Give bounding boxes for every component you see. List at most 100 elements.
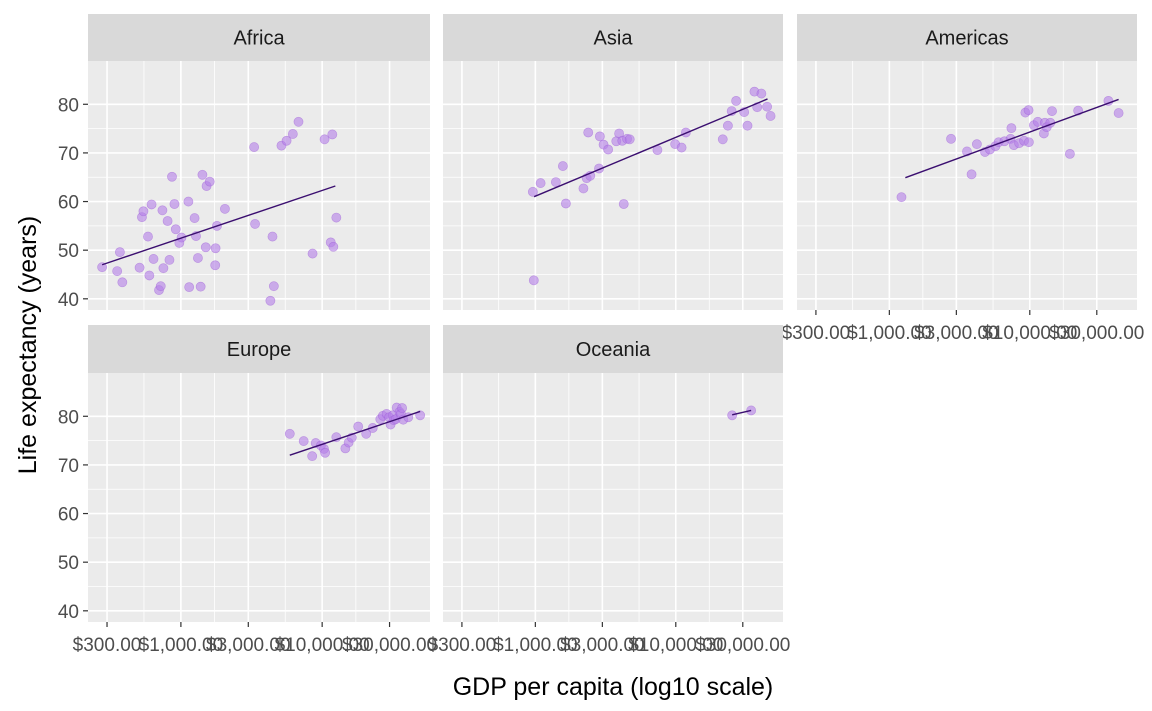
data-point bbox=[731, 95, 742, 106]
data-point bbox=[307, 451, 318, 462]
data-point bbox=[249, 142, 260, 152]
trend-line-oceania bbox=[732, 409, 752, 416]
panel-africa: Africa 40 50 60 70 80 bbox=[58, 14, 430, 311]
data-point bbox=[594, 131, 605, 142]
y-axis-title: Life expectancy (years) bbox=[14, 216, 42, 474]
data-point bbox=[762, 101, 773, 112]
data-point bbox=[1047, 106, 1057, 116]
data-point bbox=[331, 212, 342, 223]
data-point bbox=[624, 134, 635, 145]
y-tick-label: 50 bbox=[58, 553, 79, 574]
y-tick-label: 50 bbox=[58, 241, 79, 262]
data-point bbox=[966, 169, 977, 180]
data-point bbox=[143, 231, 153, 242]
x-tick-label: $1,000.00 bbox=[493, 635, 578, 656]
data-point bbox=[1023, 137, 1034, 148]
data-point bbox=[717, 134, 728, 145]
data-point bbox=[265, 295, 276, 306]
data-point bbox=[97, 262, 108, 273]
strip-label-europe: Europe bbox=[227, 339, 292, 361]
data-point bbox=[328, 241, 339, 252]
data-point bbox=[765, 111, 776, 121]
data-point bbox=[189, 213, 200, 223]
data-point bbox=[250, 219, 260, 229]
data-point bbox=[676, 142, 687, 153]
x-tick-label: $10,000.00 bbox=[275, 635, 370, 656]
data-point bbox=[535, 178, 546, 188]
data-point bbox=[268, 281, 279, 292]
data-point bbox=[200, 242, 211, 253]
data-point bbox=[320, 447, 331, 458]
x-tick-label: $3,000.00 bbox=[560, 635, 645, 656]
data-point bbox=[319, 134, 330, 145]
data-point bbox=[397, 403, 407, 413]
x-axis-title: GDP per capita (log10 scale) bbox=[453, 673, 774, 701]
data-point bbox=[603, 144, 614, 155]
trend-line-asia bbox=[533, 98, 768, 198]
x-tick-label: $30,000.00 bbox=[1049, 323, 1144, 344]
x-tick-label: $30,000.00 bbox=[342, 635, 437, 656]
data-point bbox=[946, 133, 956, 144]
data-point bbox=[146, 199, 157, 210]
y-tick-label: 40 bbox=[58, 290, 79, 311]
data-point bbox=[170, 224, 181, 235]
data-point bbox=[184, 282, 195, 293]
data-point bbox=[117, 277, 128, 288]
data-point bbox=[583, 127, 594, 138]
data-point bbox=[1023, 105, 1034, 116]
data-point bbox=[144, 270, 155, 281]
data-point bbox=[746, 405, 757, 416]
data-point bbox=[267, 231, 278, 242]
strip-americas bbox=[797, 14, 1137, 61]
y-tick-label: 40 bbox=[58, 602, 79, 623]
data-point bbox=[896, 192, 907, 203]
data-point bbox=[1113, 108, 1124, 118]
data-point bbox=[287, 129, 298, 139]
data-point bbox=[138, 206, 149, 217]
y-tick-label: 80 bbox=[58, 407, 79, 428]
data-point bbox=[722, 120, 733, 131]
data-point bbox=[204, 176, 215, 187]
data-point bbox=[195, 281, 206, 292]
data-point bbox=[527, 186, 538, 197]
strip-label-africa: Africa bbox=[233, 28, 285, 50]
data-point bbox=[158, 263, 169, 274]
trend-line-europe bbox=[289, 410, 421, 456]
data-point bbox=[1064, 148, 1075, 159]
data-point bbox=[415, 410, 426, 421]
data-point bbox=[162, 216, 173, 226]
data-point bbox=[220, 203, 230, 214]
data-point bbox=[167, 171, 177, 182]
data-point bbox=[727, 410, 738, 421]
x-tick-label: $300.00 bbox=[428, 635, 497, 656]
panel-background-europe bbox=[88, 373, 430, 622]
y-tick-label: 70 bbox=[58, 144, 79, 165]
strip-africa bbox=[88, 14, 430, 61]
panel-background-americas bbox=[797, 61, 1137, 310]
strip-asia bbox=[443, 14, 783, 61]
data-point bbox=[742, 120, 753, 131]
strip-label-asia: Asia bbox=[594, 28, 634, 50]
x-tick-label: $300.00 bbox=[73, 635, 142, 656]
data-point bbox=[183, 196, 194, 207]
data-point bbox=[281, 135, 292, 146]
x-tick-label: $3,000.00 bbox=[206, 635, 291, 656]
panel-europe: Europe 40 50 60 70 80 $300.00$1,000.00$3,000.0… bbox=[58, 325, 437, 656]
data-point bbox=[528, 275, 539, 286]
strip-label-americas: Americas bbox=[925, 28, 1008, 50]
data-point bbox=[550, 177, 561, 187]
trend-line-americas bbox=[905, 98, 1119, 179]
data-point bbox=[1006, 123, 1017, 134]
data-point bbox=[112, 266, 123, 276]
data-point bbox=[618, 199, 629, 209]
data-point bbox=[193, 253, 203, 263]
data-point bbox=[971, 139, 982, 150]
data-point bbox=[327, 129, 338, 140]
strip-label-oceania: Oceania bbox=[576, 339, 651, 361]
x-tick-label: $10,000.00 bbox=[628, 635, 723, 656]
y-tick-label: 80 bbox=[58, 95, 79, 116]
data-point bbox=[157, 205, 168, 216]
panel-background-africa bbox=[88, 61, 430, 310]
panel-americas: Americas $300.00$1,000.00$3,000.00$10,000… bbox=[782, 14, 1144, 344]
